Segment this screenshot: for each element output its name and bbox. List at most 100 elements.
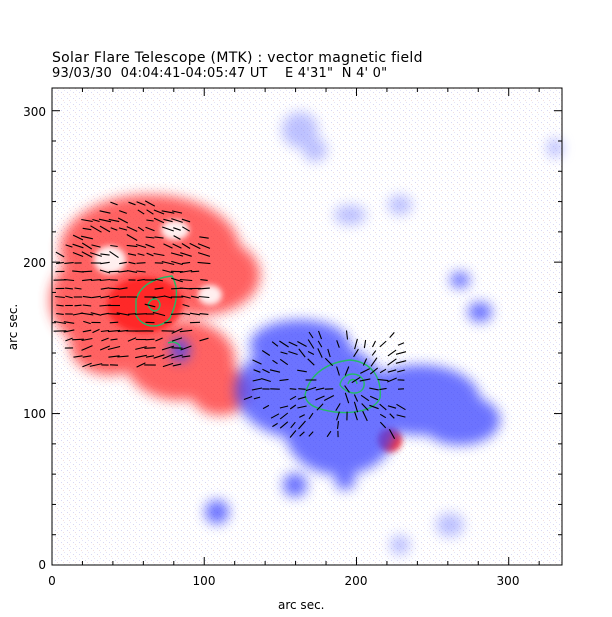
plot-frame [51, 87, 563, 566]
field-vector [81, 270, 93, 273]
field-vector [56, 304, 64, 307]
field-vector [387, 369, 397, 373]
field-vector [279, 378, 289, 382]
field-vector [353, 348, 359, 358]
field-vector [145, 236, 155, 239]
field-vector [155, 337, 163, 342]
field-vector [135, 313, 147, 315]
field-vector [387, 405, 397, 409]
field-vector [190, 295, 200, 299]
field-vector [308, 412, 314, 420]
field-vector [243, 395, 253, 401]
field-vector [253, 369, 261, 373]
field-vector [162, 362, 174, 368]
field-vector [396, 414, 406, 418]
field-vector [82, 304, 92, 307]
field-vector [344, 366, 350, 376]
field-vector [379, 387, 387, 391]
field-vector [161, 345, 175, 351]
field-vector [379, 421, 387, 429]
field-vector [135, 354, 147, 359]
field-vector [298, 348, 306, 358]
field-vector [335, 403, 341, 411]
field-vector [297, 396, 307, 400]
field-vector [262, 368, 270, 374]
field-vector [118, 270, 128, 273]
field-vector [173, 235, 181, 240]
field-vector [179, 269, 193, 274]
field-vector [279, 358, 289, 366]
field-vector [63, 329, 75, 333]
field-vector [153, 209, 165, 215]
field-vector [198, 295, 210, 299]
field-vector [99, 210, 111, 214]
field-vector [189, 312, 201, 316]
field-vector [100, 329, 110, 333]
field-vector [99, 278, 111, 282]
field-vector [379, 368, 387, 374]
x-tick-label: 200 [345, 574, 368, 588]
field-vector [154, 287, 164, 290]
field-vector [387, 349, 397, 357]
field-vector [371, 350, 377, 356]
field-vector [126, 244, 138, 248]
field-vector [163, 295, 173, 299]
field-vector [72, 234, 84, 241]
field-vector [395, 351, 407, 355]
field-vector [372, 340, 376, 348]
y-tick-labels: 0 100 200 300 [23, 105, 46, 572]
field-vector [271, 341, 279, 347]
field-vector [119, 261, 127, 265]
field-vector [162, 269, 174, 274]
field-vector [127, 313, 137, 315]
field-vector [251, 387, 263, 391]
field-vector [163, 243, 173, 249]
field-vector [137, 209, 145, 215]
field-vector [108, 355, 120, 358]
field-vector [326, 430, 332, 438]
field-vector [144, 303, 156, 308]
field-vector [136, 270, 146, 273]
field-vector [182, 303, 190, 308]
field-vector [171, 277, 183, 283]
field-vector [395, 360, 407, 364]
field-vector [171, 337, 183, 342]
field-vector [389, 413, 395, 419]
field-vector [289, 395, 297, 401]
positive-polarity-pores [94, 220, 222, 305]
field-vector [369, 395, 379, 401]
field-vector [80, 235, 94, 240]
field-vector [370, 357, 378, 367]
field-vector [163, 218, 173, 223]
field-vector [145, 355, 155, 358]
y-tick-label: 200 [23, 256, 46, 270]
field-vector [181, 312, 191, 316]
field-vector [146, 209, 154, 215]
field-vector [98, 218, 112, 223]
field-vector [81, 251, 93, 258]
axis-ticks [51, 88, 562, 566]
y-tick-label: 100 [23, 407, 46, 421]
field-vector [154, 236, 164, 239]
field-vector [90, 279, 102, 281]
field-vector [288, 350, 298, 356]
field-vector [153, 354, 165, 359]
field-vector [170, 313, 184, 315]
field-vector [82, 362, 92, 368]
field-vector [359, 378, 371, 382]
field-vector [144, 200, 156, 207]
field-vector [369, 404, 379, 410]
field-vector [269, 369, 281, 373]
field-vector [109, 321, 119, 324]
field-vector [336, 340, 340, 348]
field-vector [100, 295, 110, 299]
field-vector [397, 369, 405, 373]
field-vector [145, 226, 155, 232]
field-vector [126, 234, 138, 241]
field-vector [315, 395, 325, 401]
field-vector [108, 313, 120, 315]
field-vector [354, 411, 358, 421]
field-vector [181, 218, 191, 223]
field-vector [91, 295, 101, 299]
